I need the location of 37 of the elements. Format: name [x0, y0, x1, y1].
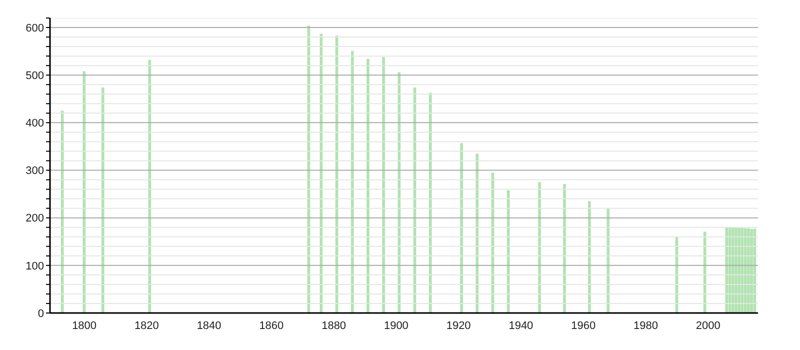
bar	[750, 228, 754, 313]
bar	[382, 57, 385, 313]
x-tick-label: 1860	[259, 320, 284, 332]
y-tick-label: 600	[26, 22, 44, 34]
bar	[476, 154, 479, 313]
y-tick-label: 100	[26, 260, 44, 272]
x-tick-label: 1980	[633, 320, 658, 332]
x-tick-label: 1880	[322, 320, 346, 332]
bar	[734, 227, 738, 313]
bar	[460, 143, 463, 313]
y-tick-label: 300	[26, 165, 44, 178]
bar	[366, 58, 370, 313]
bar	[428, 92, 432, 313]
x-tick-label: 1800	[72, 320, 97, 332]
bar	[606, 208, 610, 313]
x-tick-label: 2000	[696, 320, 720, 332]
y-tick-label: 0	[38, 308, 44, 320]
bar	[538, 182, 541, 313]
bar	[350, 50, 354, 313]
bar	[101, 87, 104, 313]
x-tick-label: 1960	[571, 320, 596, 332]
bar	[563, 184, 566, 313]
bar	[148, 60, 152, 313]
x-tick-label: 1940	[508, 320, 534, 332]
bar	[588, 201, 591, 313]
bar	[731, 227, 734, 313]
bar	[738, 228, 741, 313]
x-tick-label: 1920	[446, 320, 471, 332]
y-tick-label: 500	[26, 70, 44, 82]
x-tick-label: 1840	[196, 320, 222, 332]
y-tick-label: 400	[26, 118, 44, 130]
bar	[82, 71, 86, 313]
x-tick-label: 1900	[384, 320, 408, 332]
bar	[744, 228, 747, 313]
bar	[747, 228, 750, 313]
x-tick-label: 1820	[134, 320, 159, 332]
y-tick-label: 200	[26, 212, 44, 225]
